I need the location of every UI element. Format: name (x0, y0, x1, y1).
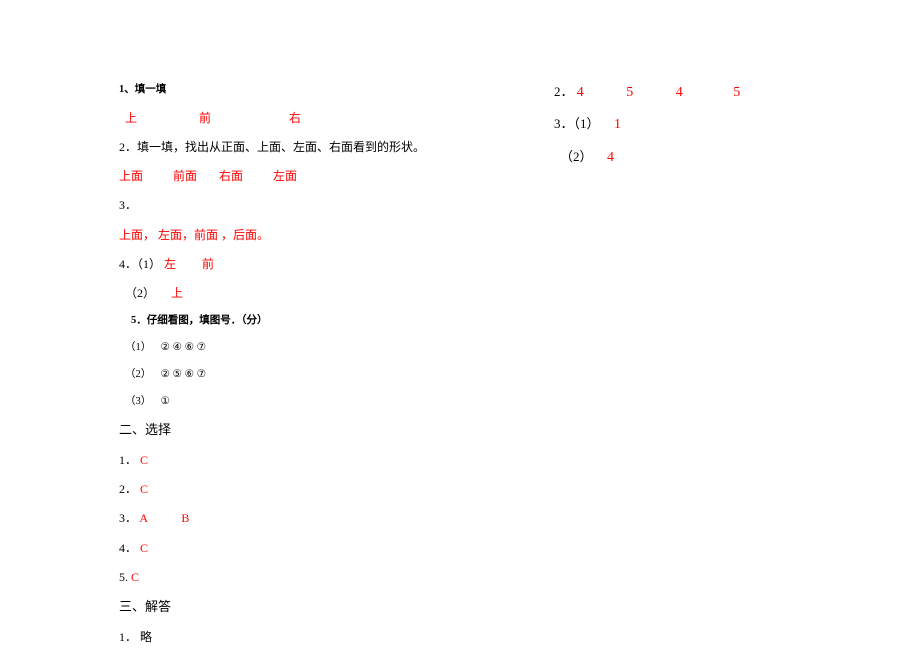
q5-title: 5．仔细看图，填图号．（分） (119, 313, 499, 330)
q2-answers: 上面 前面 右面 左面 (119, 167, 499, 186)
q5-2-label: （2） (125, 369, 151, 380)
c5-label: 5. (119, 570, 128, 584)
q5-3-ans: ① (161, 396, 170, 407)
c4-label: 4． (119, 541, 137, 555)
c3-ans-a: A (139, 511, 147, 525)
c2-ans: C (140, 482, 148, 496)
section-3-title: 三、解答 (119, 597, 499, 618)
right-q3-2: （2） 4 (554, 147, 854, 169)
q1-ans-c: 右 (289, 111, 301, 125)
q3-answers: 上面， 左面，前面 ，后面。 (119, 226, 499, 245)
q5-2: （2） ② ⑤ ⑥ ⑦ (119, 367, 499, 384)
q5-1-label: （1） (125, 342, 151, 353)
q4-1-ans-a: 左 (164, 257, 176, 271)
q1-ans-b: 前 (199, 111, 211, 125)
c3-ans-b: B (181, 511, 189, 525)
q4-2: （2） 上 (119, 284, 499, 303)
c5-ans: C (131, 570, 139, 584)
q2-ans-a: 上面 (119, 169, 143, 183)
choice-5: 5. C (119, 568, 499, 587)
choice-1: 1． C (119, 451, 499, 470)
q4-2-label: （2） (125, 286, 155, 300)
q1-ans-a: 上 (125, 111, 137, 125)
r2-c: 4 (676, 85, 683, 100)
r3b-label: （2） (560, 149, 593, 164)
right-q3-1: 3．（1） 1 (554, 114, 854, 136)
q5-2-ans: ② ⑤ ⑥ ⑦ (161, 369, 207, 380)
left-column: 1、填一填 上 前 右 2．填一填，找出从正面、上面、左面、右面看到的形状。 上… (119, 82, 499, 657)
r2-label: 2． (554, 84, 574, 99)
r2-a: 4 (577, 85, 584, 100)
q5-1: （1） ② ④ ⑥ ⑦ (119, 340, 499, 357)
c3-label: 3． (119, 511, 137, 525)
r2-d: 5 (733, 85, 740, 100)
r3b-ans: 4 (607, 150, 614, 165)
q4-1-ans-b: 前 (202, 257, 214, 271)
q2-text: 2．填一填，找出从正面、上面、左面、右面看到的形状。 (119, 138, 499, 157)
q4-1: 4．（1） 左 前 (119, 255, 499, 274)
q2-ans-c: 右面 (219, 169, 243, 183)
c1-label: 1． (119, 453, 137, 467)
c1-ans: C (140, 453, 148, 467)
choice-3: 3． A B (119, 509, 499, 528)
right-column: 2． 4 5 4 5 3．（1） 1 （2） 4 (554, 82, 854, 179)
q4-1-label: 4．（1） (119, 257, 161, 271)
choice-2: 2． C (119, 480, 499, 499)
q4-2-ans: 上 (171, 286, 183, 300)
section-2-title: 二、选择 (119, 420, 499, 441)
r3-ans: 1 (614, 117, 621, 132)
choice-4: 4． C (119, 539, 499, 558)
r2-b: 5 (626, 85, 633, 100)
right-q2: 2． 4 5 4 5 (554, 82, 854, 104)
q5-3-label: （3） (125, 396, 151, 407)
c2-label: 2． (119, 482, 137, 496)
c4-ans: C (140, 541, 148, 555)
q3-label: 3． (119, 196, 499, 215)
q5-1-ans: ② ④ ⑥ ⑦ (161, 342, 207, 353)
q1-title: 1、填一填 (119, 82, 499, 99)
q5-3: （3） ① (119, 394, 499, 411)
a1-ans: 略 (140, 630, 152, 644)
q2-ans-d: 左面 (273, 169, 297, 183)
r3-label: 3．（1） (554, 116, 600, 131)
q2-ans-b: 前面 (173, 169, 197, 183)
answer-1: 1． 略 (119, 628, 499, 647)
a1-label: 1． (119, 630, 137, 644)
q1-answers: 上 前 右 (119, 109, 499, 128)
